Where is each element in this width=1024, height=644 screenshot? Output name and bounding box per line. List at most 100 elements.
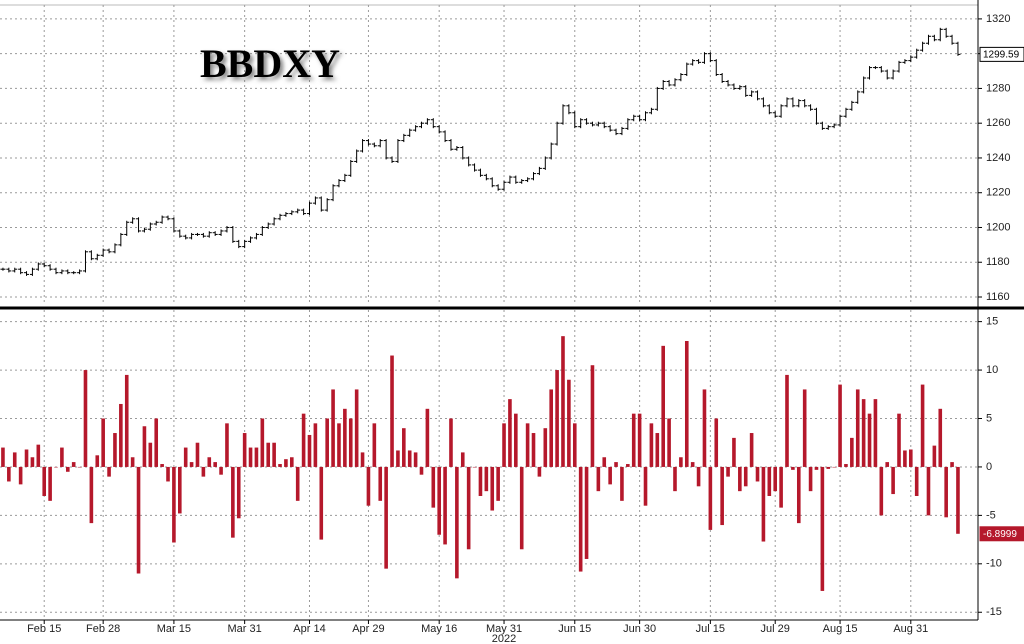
bar (231, 466, 235, 538)
bar (667, 418, 671, 467)
y-tick-label: 1180 (986, 256, 1010, 268)
bar (514, 413, 518, 467)
bar (584, 466, 589, 559)
bar (331, 389, 335, 467)
bar (738, 466, 742, 492)
bar (65, 466, 70, 472)
bar (307, 434, 312, 467)
bar (826, 466, 831, 469)
bar (572, 423, 577, 467)
bar (360, 452, 365, 467)
bar (785, 374, 789, 467)
bar (502, 423, 506, 467)
bar (850, 437, 854, 467)
bar (920, 384, 925, 467)
bar (466, 466, 471, 550)
x-tick-label: Apr 14 (293, 623, 325, 635)
bar (172, 466, 176, 543)
bar (637, 413, 642, 467)
bar (791, 466, 795, 470)
bar (443, 466, 447, 545)
bar (643, 466, 648, 506)
bar (590, 365, 595, 467)
y-tick-label: 10 (986, 364, 998, 376)
bar (531, 433, 536, 467)
bar (213, 462, 217, 467)
x-tick-label: Jul 15 (696, 623, 725, 635)
bar (602, 457, 607, 467)
bar (60, 447, 64, 467)
bar (891, 466, 895, 495)
bar (684, 341, 689, 467)
bar (348, 418, 353, 467)
bar (1, 447, 5, 467)
x-tick-label: Jul 29 (761, 623, 790, 635)
bar (626, 464, 630, 467)
bar (779, 466, 783, 508)
bar (18, 466, 23, 485)
bar (796, 466, 801, 524)
bar (154, 418, 159, 467)
bar (36, 444, 41, 467)
last-value-label: 1299.59 (983, 50, 1020, 61)
y-tick-label: 1320 (986, 13, 1010, 25)
bar (183, 447, 188, 467)
bar (908, 449, 913, 467)
bar (620, 466, 624, 501)
y-tick-label: 1220 (986, 187, 1010, 199)
bar (402, 428, 406, 467)
x-tick-label: Feb 15 (27, 623, 61, 635)
bar (101, 418, 105, 467)
bar (525, 423, 530, 467)
bar (761, 466, 766, 542)
bar (655, 433, 660, 467)
bar (897, 413, 901, 467)
bar (867, 413, 872, 467)
bar (555, 370, 559, 467)
bar (885, 462, 890, 467)
bar (567, 379, 571, 467)
bar (932, 445, 937, 467)
bar (472, 466, 477, 468)
bar (160, 464, 164, 467)
bar (30, 457, 35, 467)
last-value-box (979, 526, 1024, 542)
bar (814, 466, 819, 470)
bar (278, 464, 282, 467)
bar (325, 418, 329, 467)
bar (254, 447, 259, 467)
bar (319, 466, 324, 540)
bar (903, 450, 907, 467)
bar (295, 466, 300, 501)
bar (189, 462, 194, 467)
x-tick-label: Jun 15 (558, 623, 591, 635)
bar (767, 466, 772, 496)
bar (820, 466, 825, 591)
bar (54, 466, 58, 468)
bar (219, 466, 223, 475)
bar (290, 457, 294, 467)
x-tick-label: Apr 29 (352, 623, 384, 635)
y-tick-label: -15 (986, 606, 1002, 618)
y-tick-label: 1280 (986, 82, 1010, 94)
bar (938, 408, 943, 467)
x-tick-label: Feb 28 (86, 623, 120, 635)
bar (195, 442, 200, 467)
bar (490, 466, 495, 511)
bar (838, 384, 842, 467)
bar (107, 466, 111, 477)
bar (455, 466, 459, 579)
x-tick-label: Mar 15 (157, 623, 191, 635)
x-tick-label: May 16 (421, 623, 457, 635)
bar (720, 466, 724, 526)
bar (726, 466, 730, 477)
bar (537, 466, 542, 477)
bar (236, 466, 241, 519)
bar (802, 389, 807, 467)
bar (679, 457, 683, 467)
bar (773, 466, 778, 492)
bar (673, 466, 677, 492)
bar (24, 449, 29, 467)
bar (166, 466, 170, 482)
